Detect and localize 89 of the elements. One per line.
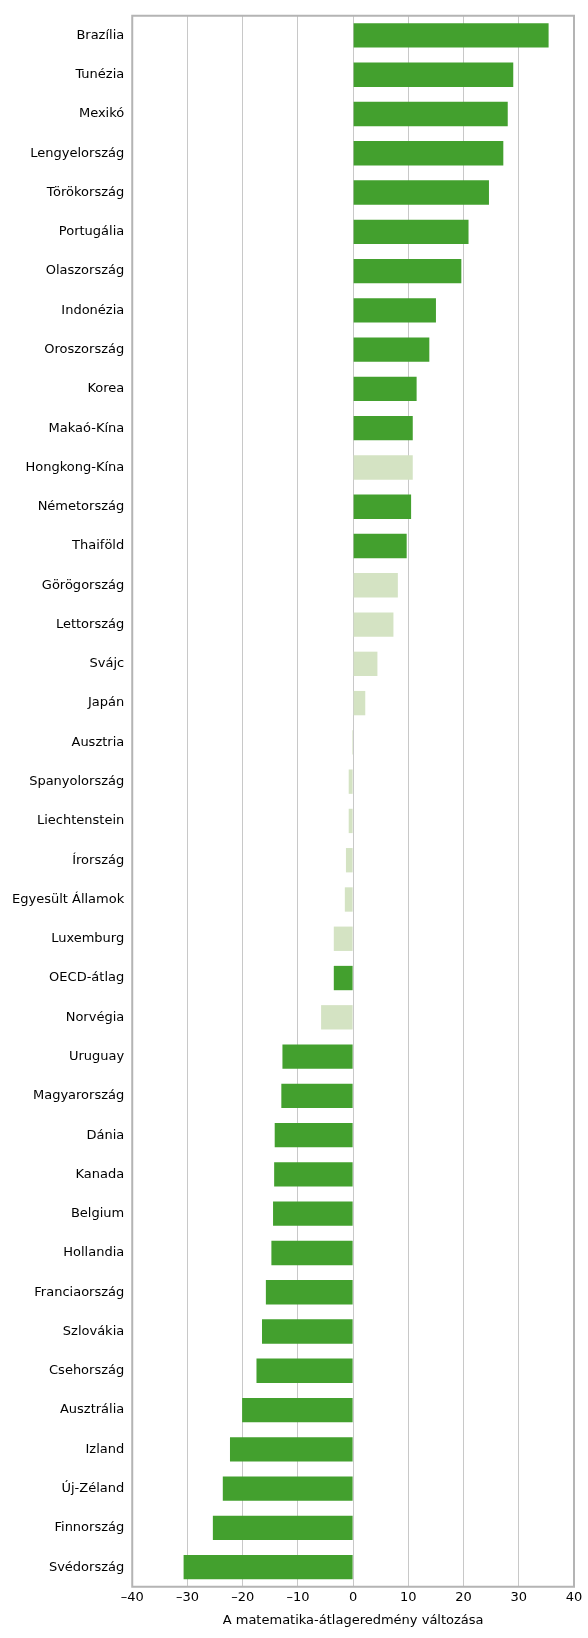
y-tick-label: Görögország (41, 576, 125, 592)
y-tick-label: Indonézia (61, 301, 125, 317)
x-tick-label: 40 (565, 1588, 583, 1604)
bar (353, 180, 489, 205)
bar (353, 62, 514, 87)
y-tick-label: Kanada (75, 1165, 125, 1181)
bar (229, 1437, 353, 1462)
y-tick-label: Liechtenstein (36, 812, 125, 828)
y-tick-label: Oroszország (44, 341, 125, 357)
y-tick-label: Csehország (49, 1362, 125, 1378)
x-tick-label: –10 (286, 1588, 310, 1604)
x-axis-title: A matematika-átlageredmény változása (222, 1611, 484, 1627)
bar (212, 1515, 353, 1541)
bar (333, 926, 353, 951)
bar (353, 416, 413, 441)
bar (353, 298, 436, 323)
bar (353, 219, 469, 244)
bar (353, 23, 549, 48)
bar (256, 1358, 353, 1383)
bar (353, 573, 398, 598)
x-tick-label: 30 (510, 1588, 528, 1604)
bar (353, 651, 378, 677)
bar (344, 887, 353, 912)
y-tick-label: Törökország (45, 183, 125, 199)
y-tick-label: Izland (85, 1440, 125, 1456)
x-tick-label: 20 (455, 1588, 472, 1604)
y-tick-label: Thaiföld (71, 537, 125, 553)
y-tick-label: Finnország (54, 1519, 125, 1535)
bar (274, 1122, 353, 1148)
bar (271, 1240, 353, 1266)
bar (353, 455, 413, 480)
y-tick-label: Németország (37, 498, 125, 514)
x-tick-label: –40 (120, 1588, 144, 1604)
bar (273, 1201, 353, 1226)
bar (353, 337, 430, 362)
y-tick-label: Olaszország (45, 262, 125, 278)
y-tick-label: Írország (72, 851, 125, 867)
bar (262, 1319, 353, 1344)
y-tick-label: Dánia (86, 1126, 125, 1142)
y-tick-label: Mexikó (78, 105, 125, 121)
bar (333, 965, 353, 991)
bar (348, 769, 353, 794)
bar (353, 258, 462, 284)
bar (353, 376, 417, 402)
y-tick-label: Hongkong-Kína (25, 458, 125, 474)
y-tick-label: Lettország (55, 615, 125, 631)
bar (183, 1554, 353, 1580)
bar (348, 808, 353, 834)
y-tick-label: Belgium (70, 1205, 125, 1221)
bar (345, 848, 353, 873)
y-tick-label: Korea (87, 380, 125, 396)
x-tick-label: –30 (175, 1588, 199, 1604)
x-tick-label: –20 (231, 1588, 255, 1604)
bar (222, 1476, 353, 1501)
bar (274, 1162, 353, 1187)
bar (265, 1280, 353, 1305)
y-tick-label: Japán (86, 694, 125, 710)
y-tick-label: Ausztria (71, 733, 125, 749)
bar (321, 1005, 353, 1030)
y-tick-label: Lengyelország (30, 144, 125, 160)
x-tick-label: 10 (400, 1588, 417, 1604)
bar (353, 690, 366, 716)
y-tick-label: Svédország (48, 1558, 125, 1574)
bar (353, 612, 394, 637)
y-tick-label: Egyesült Államok (11, 890, 125, 906)
x-tick-label: 0 (348, 1588, 358, 1604)
y-tick-label: Szlovákia (62, 1322, 125, 1338)
y-tick-label: Hollandia (63, 1244, 125, 1260)
bar (353, 533, 407, 559)
bar (353, 141, 504, 166)
bar (242, 1397, 353, 1423)
y-tick-label: Makaó-Kína (48, 419, 125, 435)
y-tick-label: Franciaország (34, 1283, 125, 1299)
bar (281, 1083, 353, 1109)
y-tick-label: Brazília (76, 26, 125, 42)
bar (353, 494, 412, 519)
y-tick-label: Tunézia (74, 66, 125, 82)
y-tick-label: Portugália (58, 223, 125, 239)
y-tick-label: Uruguay (68, 1047, 125, 1063)
bar (282, 1044, 353, 1069)
y-tick-label: OECD-átlag (49, 969, 125, 985)
y-tick-label: Spanyolország (29, 773, 125, 789)
y-tick-label: Ausztrália (59, 1401, 125, 1417)
y-tick-label: Magyarország (32, 1087, 125, 1103)
y-tick-label: Norvégia (65, 1008, 125, 1024)
y-tick-label: Luxemburg (51, 930, 125, 946)
y-tick-label: Új-Zéland (61, 1479, 125, 1495)
y-tick-label: Svájc (89, 655, 125, 671)
bar (353, 101, 508, 127)
